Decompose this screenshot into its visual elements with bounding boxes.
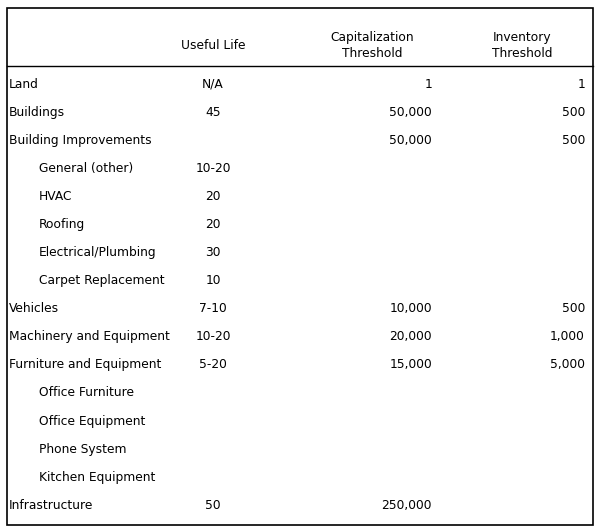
Text: 30: 30 (205, 246, 221, 259)
Text: Phone System: Phone System (39, 443, 127, 456)
Text: N/A: N/A (202, 77, 224, 91)
Text: 7-10: 7-10 (199, 302, 227, 315)
Text: 500: 500 (562, 302, 585, 315)
Text: Electrical/Plumbing: Electrical/Plumbing (39, 246, 157, 259)
Text: Building Improvements: Building Improvements (9, 134, 152, 147)
Text: Office Equipment: Office Equipment (39, 414, 145, 428)
Text: 10,000: 10,000 (389, 302, 432, 315)
Text: Office Furniture: Office Furniture (39, 386, 134, 400)
Text: 10-20: 10-20 (195, 330, 231, 343)
Text: Capitalization
Threshold: Capitalization Threshold (330, 31, 414, 59)
Text: 50,000: 50,000 (389, 134, 432, 147)
Text: HVAC: HVAC (39, 190, 73, 203)
Text: 5-20: 5-20 (199, 358, 227, 372)
Text: 10: 10 (205, 274, 221, 287)
Text: Machinery and Equipment: Machinery and Equipment (9, 330, 170, 343)
Text: 20,000: 20,000 (389, 330, 432, 343)
Text: Buildings: Buildings (9, 105, 65, 119)
Text: Inventory
Threshold: Inventory Threshold (492, 31, 552, 59)
Text: 15,000: 15,000 (389, 358, 432, 372)
Text: Land: Land (9, 77, 39, 91)
Text: Infrastructure: Infrastructure (9, 499, 94, 512)
Text: 20: 20 (205, 218, 221, 231)
Text: Furniture and Equipment: Furniture and Equipment (9, 358, 161, 372)
Text: 500: 500 (562, 105, 585, 119)
Text: Carpet Replacement: Carpet Replacement (39, 274, 164, 287)
Text: General (other): General (other) (39, 162, 133, 175)
Text: 10-20: 10-20 (195, 162, 231, 175)
Text: 5,000: 5,000 (550, 358, 585, 372)
Text: 50: 50 (205, 499, 221, 512)
Text: 500: 500 (562, 134, 585, 147)
Text: 1: 1 (424, 77, 432, 91)
Text: Vehicles: Vehicles (9, 302, 59, 315)
Text: 1,000: 1,000 (550, 330, 585, 343)
Text: 1: 1 (577, 77, 585, 91)
Text: Useful Life: Useful Life (181, 39, 245, 51)
Text: 20: 20 (205, 190, 221, 203)
Text: Roofing: Roofing (39, 218, 85, 231)
Text: 50,000: 50,000 (389, 105, 432, 119)
Text: 45: 45 (205, 105, 221, 119)
Text: 250,000: 250,000 (382, 499, 432, 512)
Text: Kitchen Equipment: Kitchen Equipment (39, 471, 155, 484)
